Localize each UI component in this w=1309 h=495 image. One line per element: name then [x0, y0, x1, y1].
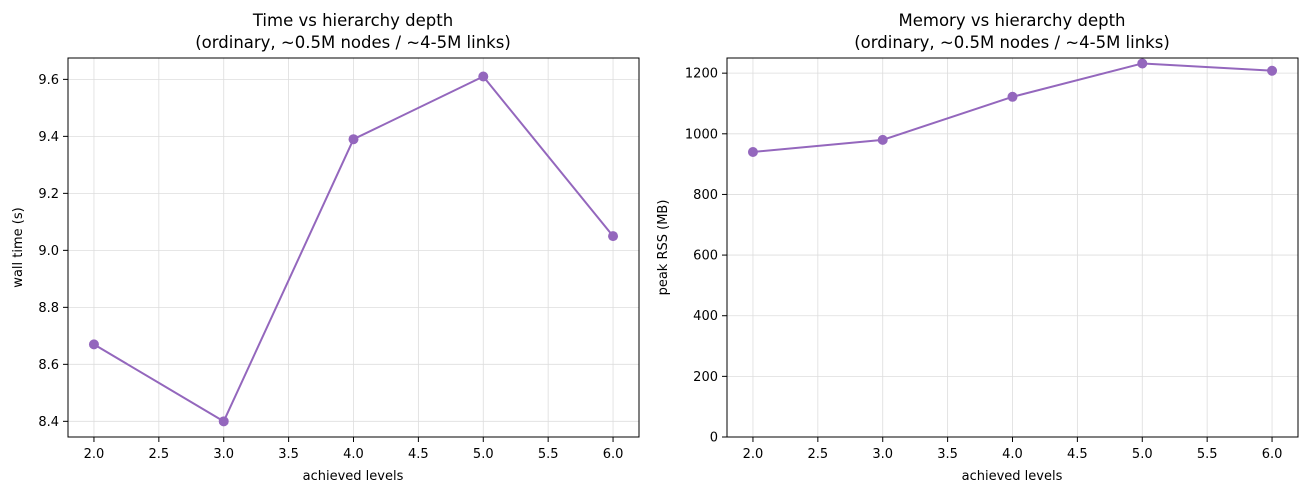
- x-tick-label: 3.0: [213, 447, 234, 462]
- series: [747, 58, 1278, 157]
- x-tick-label: 5.5: [1197, 447, 1218, 462]
- x-tick-label: 3.5: [278, 447, 299, 462]
- ticks: 2.0 2.5 3.0 3.5 4.0 4.5 5.0 5.5 6.0 8.4 8.6 8.8 9.0 9…: [38, 73, 623, 462]
- x-tick-label: 6.0: [1262, 447, 1283, 462]
- chart-title: Time vs hierarchy depth: [252, 11, 453, 30]
- x-tick-label: 4.0: [343, 447, 364, 462]
- y-tick-label: 400: [693, 309, 718, 324]
- x-tick-label: 4.0: [1002, 447, 1023, 462]
- memory-chart: Memory vs hierarchy depth (ordinary, ~0.…: [656, 11, 1299, 484]
- x-tick-label: 3.0: [872, 447, 893, 462]
- data-point: [348, 134, 359, 145]
- data-point: [877, 134, 888, 145]
- data-point: [88, 339, 99, 350]
- data-point: [1137, 58, 1148, 69]
- ticks: 2.0 2.5 3.0 3.5 4.0 4.5 5.0 5.5 6.0 0 200 400 600 800…: [685, 67, 1282, 462]
- x-tick-label: 3.5: [937, 447, 958, 462]
- y-tick-label: 200: [693, 370, 718, 385]
- chart-subtitle: (ordinary, ~0.5M nodes / ~4-5M links): [854, 33, 1170, 52]
- data-point: [1267, 65, 1278, 76]
- x-tick-label: 5.0: [473, 447, 494, 462]
- x-axis-label: achieved levels: [303, 469, 404, 484]
- y-tick-label: 8.6: [38, 358, 59, 373]
- data-point: [218, 416, 229, 427]
- y-axis-label: wall time (s): [11, 207, 26, 287]
- y-tick-label: 1000: [685, 127, 718, 142]
- y-tick-label: 9.6: [38, 73, 59, 88]
- y-tick-label: 8.8: [38, 301, 59, 316]
- x-tick-label: 2.5: [148, 447, 169, 462]
- x-tick-label: 6.0: [603, 447, 624, 462]
- x-tick-label: 2.5: [807, 447, 828, 462]
- data-point: [1007, 91, 1018, 102]
- x-tick-label: 2.0: [743, 447, 764, 462]
- time-chart: Time vs hierarchy depth (ordinary, ~0.5M…: [11, 11, 640, 484]
- x-tick-label: 2.0: [84, 447, 105, 462]
- y-axis-label: peak RSS (MB): [656, 200, 671, 296]
- chart-title: Memory vs hierarchy depth: [898, 11, 1125, 30]
- x-tick-label: 5.0: [1132, 447, 1153, 462]
- data-point: [478, 71, 489, 82]
- grid: [68, 58, 639, 437]
- y-tick-label: 9.0: [38, 244, 59, 259]
- data-point: [608, 231, 619, 242]
- chart-subtitle: (ordinary, ~0.5M nodes / ~4-5M links): [195, 33, 511, 52]
- x-tick-label: 5.5: [538, 447, 559, 462]
- data-point: [747, 146, 758, 157]
- y-tick-label: 1200: [685, 67, 718, 82]
- y-tick-label: 9.4: [38, 130, 59, 145]
- x-tick-label: 4.5: [1067, 447, 1088, 462]
- y-tick-label: 800: [693, 188, 718, 203]
- x-axis-label: achieved levels: [962, 469, 1063, 484]
- y-tick-label: 9.2: [38, 187, 59, 202]
- grid: [727, 58, 1298, 438]
- x-tick-label: 4.5: [408, 447, 429, 462]
- y-tick-label: 8.4: [38, 415, 59, 430]
- y-tick-label: 0: [710, 431, 718, 446]
- y-tick-label: 600: [693, 249, 718, 264]
- series: [88, 71, 619, 427]
